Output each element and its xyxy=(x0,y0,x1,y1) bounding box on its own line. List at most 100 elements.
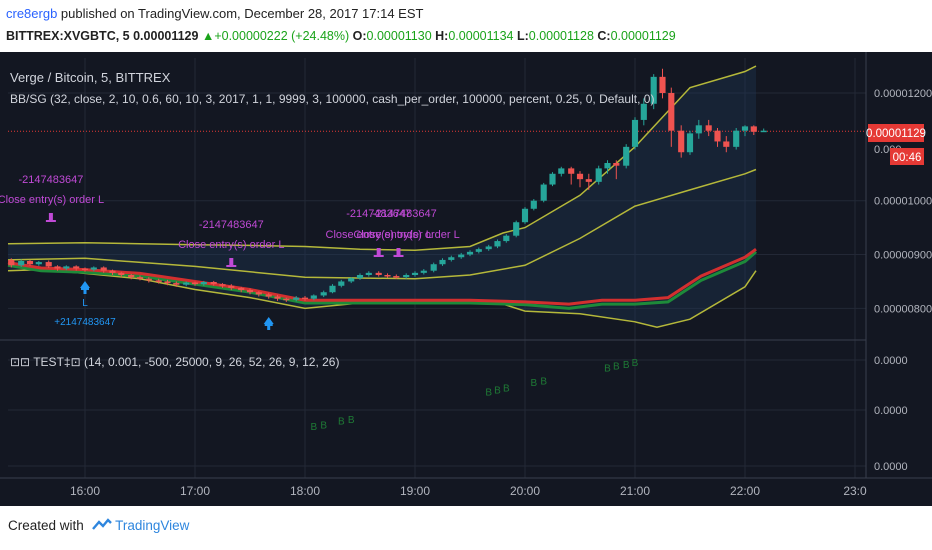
candle-42 xyxy=(393,274,400,279)
candle-13 xyxy=(128,273,135,280)
lower-y-tick-label: 0.0000 xyxy=(874,461,908,473)
candle-14 xyxy=(136,275,144,281)
tradingview-link[interactable]: TradingView xyxy=(115,518,190,533)
candle-body xyxy=(246,290,254,293)
mid-band-line xyxy=(7,168,757,280)
candle-body xyxy=(576,173,584,180)
lower-signal-marker: B xyxy=(613,362,620,373)
x-tick-label: 21:00 xyxy=(620,484,650,498)
candle-body xyxy=(604,163,611,169)
price-chart[interactable]: -2147483647 Close entry(s) order L -214748… xyxy=(0,52,932,506)
candle-73 xyxy=(678,125,685,158)
candle-body xyxy=(265,294,272,297)
candle-body xyxy=(430,264,437,271)
author-link[interactable]: cre8ergb xyxy=(6,6,58,21)
candle-body xyxy=(45,262,52,267)
candle-47 xyxy=(439,258,446,266)
candle-body xyxy=(173,283,180,285)
candle-body xyxy=(448,257,455,260)
candle-62 xyxy=(576,171,584,188)
candle-41 xyxy=(384,273,391,278)
lower-signal-marker: B xyxy=(320,420,327,431)
candle-48 xyxy=(448,255,455,262)
candle-30 xyxy=(283,297,290,302)
candle-series xyxy=(8,68,767,302)
sell-arrow-icon xyxy=(229,258,234,265)
candle-body xyxy=(356,275,364,279)
candle-81 xyxy=(750,125,757,135)
candle-body xyxy=(384,275,391,277)
created-with-text: Created with xyxy=(8,518,84,533)
candle-body xyxy=(513,222,520,236)
candle-66 xyxy=(613,160,620,180)
candle-body xyxy=(485,246,492,250)
close-value: 0.00001129 xyxy=(610,29,676,43)
candle-body xyxy=(365,272,372,275)
lower-signal-marker: B xyxy=(530,378,537,389)
x-tick-label: 22:00 xyxy=(730,484,760,498)
candle-body xyxy=(191,282,199,285)
candle-80 xyxy=(741,125,749,137)
sell-order-label: Close entry(s) order L xyxy=(353,229,459,241)
candle-76 xyxy=(705,119,712,137)
candle-body xyxy=(466,251,474,255)
candle-39 xyxy=(365,271,372,277)
candle-82 xyxy=(760,128,767,133)
candle-36 xyxy=(338,279,345,288)
sell-arrow-icon xyxy=(48,213,53,220)
candle-body xyxy=(26,261,34,265)
candle-body xyxy=(631,119,639,147)
lower-signal-marker: B xyxy=(623,360,630,371)
candle-body xyxy=(8,259,15,266)
candle-50 xyxy=(466,250,474,257)
candle-body xyxy=(155,280,162,282)
lower-signal-marker: B xyxy=(540,376,547,387)
y-tick-label: 0.00001200 xyxy=(874,88,932,100)
candle-body xyxy=(320,292,327,296)
close-label: C: xyxy=(597,29,611,43)
candle-1 xyxy=(18,259,25,267)
candle-59 xyxy=(549,172,556,187)
candle-body xyxy=(595,168,602,182)
low-value: 0.00001128 xyxy=(528,29,594,43)
candle-body xyxy=(705,125,712,131)
candle-54 xyxy=(503,234,510,243)
sell-order-label: Close entry(s) order L xyxy=(326,229,432,241)
open-label: O: xyxy=(352,29,367,43)
high-label: H: xyxy=(435,29,449,43)
candle-26 xyxy=(246,288,254,295)
countdown-label: 00:46 xyxy=(890,148,924,165)
candle-29 xyxy=(274,294,281,301)
candle-body xyxy=(164,281,171,284)
candle-10 xyxy=(100,266,107,273)
candle-body xyxy=(695,125,702,134)
y-tick-label: 0.00000800 xyxy=(874,303,932,315)
candle-51 xyxy=(475,247,482,254)
lower-signal-marker: B xyxy=(494,386,501,397)
candle-57 xyxy=(530,199,537,211)
candle-body xyxy=(678,130,685,153)
chart-area[interactable]: -2147483647 Close entry(s) order L -214748… xyxy=(0,52,932,506)
last-price: 0.00001129 xyxy=(133,29,199,43)
sell-arrow-bar xyxy=(393,255,404,257)
countdown-box xyxy=(890,148,924,165)
candle-15 xyxy=(145,277,152,283)
candle-body xyxy=(128,275,135,278)
sell-order-label: Close entry(s) order L xyxy=(178,239,284,251)
candle-body xyxy=(623,146,630,166)
candle-61 xyxy=(568,166,575,185)
x-tick-label: 19:00 xyxy=(400,484,430,498)
open-value: 0.00001130 xyxy=(366,29,432,43)
candle-78 xyxy=(723,136,730,153)
candle-body xyxy=(18,261,25,266)
sell-arrow-bar xyxy=(226,265,237,267)
candle-70 xyxy=(650,74,657,110)
candle-46 xyxy=(430,262,437,273)
candle-27 xyxy=(255,291,262,297)
candle-49 xyxy=(458,252,465,259)
candle-body xyxy=(81,268,89,271)
candle-body xyxy=(238,287,245,291)
lower-y-tick-label: 0.0000 xyxy=(874,405,908,417)
buy-arrow-icon xyxy=(80,281,90,288)
candle-body xyxy=(73,266,80,269)
